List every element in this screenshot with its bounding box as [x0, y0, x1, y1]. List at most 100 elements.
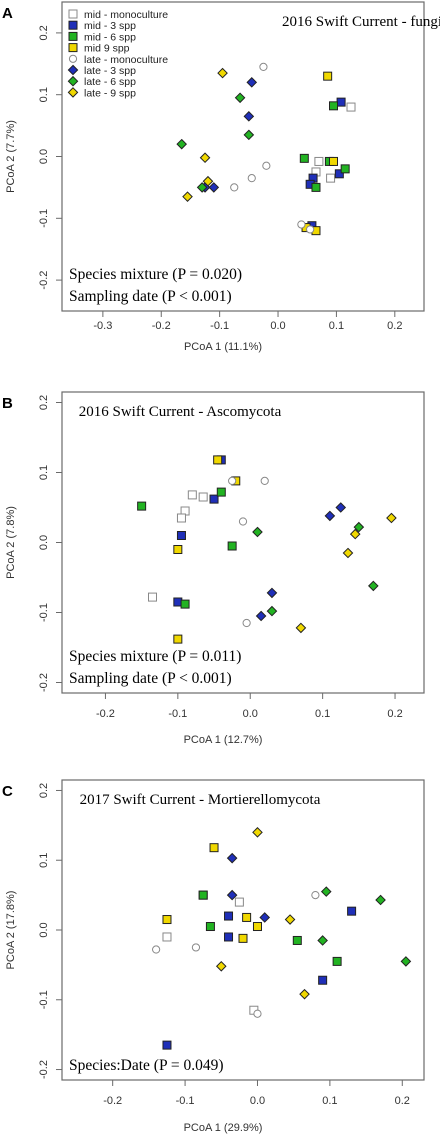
chart-title: 2016 Swift Current - fungi — [282, 14, 440, 30]
panel-letter: B — [2, 395, 13, 412]
data-point-late-6spp — [368, 580, 379, 592]
y-tick-label: -0.2 — [38, 673, 50, 692]
x-tick-label: 0.2 — [387, 708, 402, 720]
data-point-late-6spp — [266, 605, 278, 617]
y-axis-label: PCoA 2 (7.8%) — [5, 506, 17, 579]
data-point-late-monoculture — [311, 891, 320, 900]
x-tick-label: -0.1 — [210, 320, 229, 332]
legend-label: mid - 6 spp — [84, 31, 136, 43]
data-point-mid-6spp — [205, 922, 215, 932]
panel-c: C -0.2 -0.1 0.0 0.1 0.2 -0.2 -0.1 0.0 0.1 0.2 PCoA … — [2, 779, 425, 1134]
x-tick-label: 0.2 — [395, 1095, 410, 1107]
x-axis-label: PCoA 1 (11.1%) — [184, 341, 262, 353]
y-tick-label: -0.1 — [38, 990, 50, 1009]
chart-title: 2016 Swift Current - Ascomycota — [79, 404, 282, 420]
data-point-mid-6spp — [216, 487, 226, 497]
data-point-late-6spp — [375, 894, 386, 906]
data-point-mid-monoculture — [187, 490, 197, 500]
y-tick-label: 0.2 — [38, 25, 50, 40]
data-point-mid-6spp — [340, 164, 350, 174]
data-point-late-6spp — [320, 886, 332, 897]
data-point-mid-monoculture — [326, 173, 336, 183]
data-point-late-monoculture — [238, 517, 248, 526]
data-point-mid-3spp — [224, 911, 234, 921]
stats-annotation: Sampling date (P < 0.001) — [69, 288, 232, 305]
legend-marker-late-monoculture — [68, 54, 78, 63]
x-tick-label: -0.2 — [152, 320, 171, 332]
data-point-mid-3spp — [347, 906, 357, 916]
data-point-mid-3spp — [318, 975, 328, 985]
data-point-late-6spp — [252, 526, 263, 538]
y-axis-label: PCoA 2 (17.8%) — [5, 891, 17, 970]
y-tick-label: 0.2 — [38, 783, 50, 798]
data-point-late-6spp — [317, 935, 328, 946]
data-point-late-6spp — [176, 138, 188, 150]
x-tick-label: 0.2 — [387, 320, 402, 332]
data-point-late-monoculture — [242, 618, 251, 628]
data-point-late-monoculture — [191, 943, 201, 952]
data-point-late-3spp — [335, 502, 347, 513]
data-point-late-9spp — [284, 914, 296, 925]
x-tick-label: 0.0 — [250, 1095, 265, 1107]
data-point-mid-3spp — [209, 494, 219, 504]
data-point-mid-9spp — [162, 915, 172, 925]
legend-label: mid - 3 spp — [84, 20, 136, 32]
data-point-mid-9spp — [173, 634, 183, 644]
legend-label: late - 6 spp — [84, 76, 136, 88]
data-point-mid-6spp — [180, 599, 190, 609]
legend-label: late - 9 spp — [84, 87, 136, 99]
x-tick-label: -0.1 — [176, 1095, 195, 1107]
data-point-late-monoculture — [306, 225, 315, 234]
data-point-late-9spp — [199, 152, 211, 164]
data-point-late-monoculture — [259, 62, 268, 71]
chart-title: 2017 Swift Current - Mortierellomycota — [80, 792, 321, 808]
data-point-late-3spp — [226, 852, 238, 864]
x-tick-label: -0.1 — [168, 708, 187, 720]
data-point-mid-9spp — [213, 455, 223, 465]
panel-a: A -0.3 -0.2 -0.1 0.0 0.1 0.2 -0.2 -0.1 0.0 0.1 0.2 P… — [2, 1, 440, 353]
panel-letter: C — [2, 783, 13, 800]
data-point-late-9spp — [349, 528, 361, 540]
data-point-late-6spp — [353, 521, 365, 533]
data-point-late-6spp — [243, 129, 255, 141]
x-tick-label: -0.2 — [96, 708, 115, 720]
stats-annotation: Species:Date (P = 0.049) — [69, 1057, 224, 1074]
y-tick-label: 0.1 — [38, 853, 50, 868]
data-point-mid-monoculture — [346, 102, 356, 112]
data-point-mid-6spp — [227, 541, 237, 551]
data-point-late-monoculture — [253, 1009, 262, 1018]
x-tick-label: -0.2 — [103, 1095, 122, 1107]
data-point-mid-3spp — [224, 932, 234, 942]
data-point-late-3spp — [226, 889, 238, 901]
data-point-late-9spp — [182, 191, 193, 202]
data-point-mid-6spp — [329, 101, 338, 111]
data-point-late-9spp — [202, 175, 214, 187]
stats-annotation: Species mixture (P = 0.020) — [69, 266, 242, 283]
data-point-late-monoculture — [247, 174, 256, 183]
data-point-late-9spp — [386, 512, 397, 524]
x-tick-label: 0.1 — [322, 1095, 337, 1107]
data-point-late-monoculture — [228, 476, 237, 485]
data-point-mid-9spp — [173, 545, 183, 554]
data-point-mid-3spp — [162, 1040, 172, 1050]
legend-label: late - monoculture — [84, 54, 168, 66]
data-point-late-6spp — [234, 92, 246, 104]
data-point-mid-9spp — [209, 843, 219, 853]
y-tick-label: 0.0 — [38, 149, 50, 164]
data-point-mid-6spp — [137, 501, 147, 511]
y-tick-label: -0.1 — [38, 603, 50, 622]
data-point-late-3spp — [246, 77, 258, 88]
y-tick-label: 0.1 — [38, 465, 50, 480]
data-point-mid-9spp — [329, 156, 338, 166]
data-point-late-3spp — [266, 587, 278, 599]
x-tick-label: 0.1 — [329, 320, 344, 332]
data-point-mid-monoculture — [234, 897, 244, 907]
data-point-mid-monoculture — [176, 513, 186, 523]
data-point-mid-monoculture — [314, 156, 324, 166]
y-tick-label: -0.2 — [38, 271, 50, 290]
data-point-mid-6spp — [311, 182, 321, 192]
data-point-mid-3spp — [334, 169, 344, 179]
data-point-mid-monoculture — [148, 592, 157, 602]
data-point-late-6spp — [400, 956, 412, 967]
